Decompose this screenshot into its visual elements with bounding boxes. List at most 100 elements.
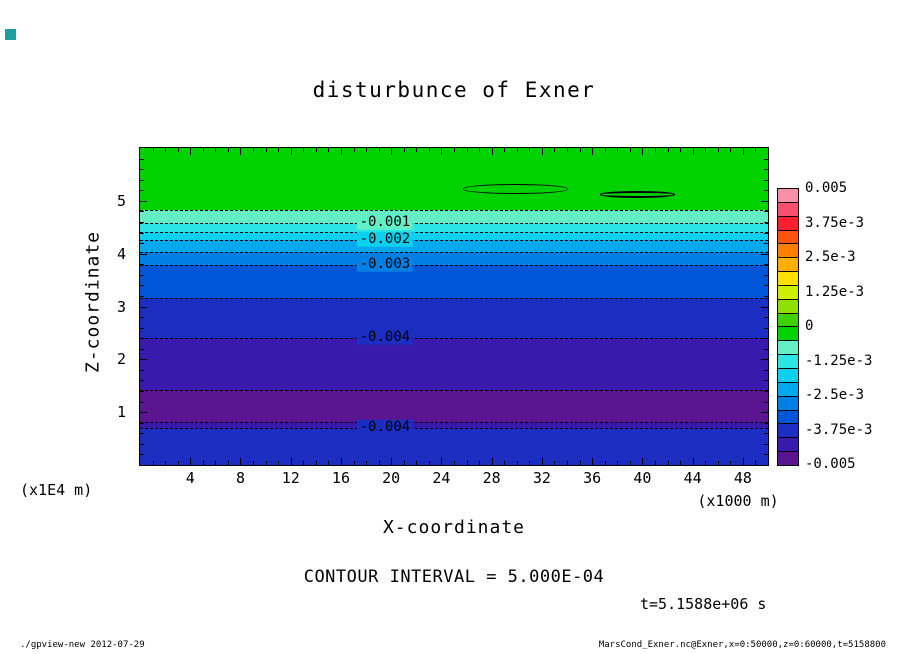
- colorbar-tick-label: 0.005: [805, 180, 848, 196]
- colorbar-tick-label: -0.005: [805, 456, 856, 472]
- contour-fill-band: [140, 298, 768, 339]
- colorbar-cell: [778, 272, 798, 286]
- contour-line: [140, 252, 768, 254]
- x-tick-mark: [692, 148, 694, 155]
- y-minor-tick: [140, 285, 144, 287]
- contour-interval-label: CONTOUR INTERVAL = 5.000E-04: [303, 567, 605, 587]
- colorbar-cell: [778, 216, 798, 231]
- x-minor-tick: [215, 148, 217, 152]
- x-tick-mark: [642, 148, 644, 155]
- x-minor-tick: [403, 461, 405, 465]
- contour-label: -0.001: [356, 214, 414, 230]
- y-axis-unit: (x1E4 m): [20, 481, 93, 499]
- x-minor-tick: [328, 148, 330, 152]
- x-minor-tick: [680, 461, 682, 465]
- x-minor-tick: [366, 461, 368, 465]
- colorbar-tick-label: 3.75e-3: [805, 214, 865, 231]
- y-minor-tick: [764, 380, 768, 382]
- y-minor-tick: [764, 169, 768, 171]
- y-tick-label: 3: [116, 297, 126, 316]
- y-minor-tick: [140, 190, 144, 192]
- x-axis-unit: (x1000 m): [697, 492, 779, 510]
- contour-line: [140, 209, 768, 211]
- x-tick-mark: [240, 458, 242, 465]
- x-minor-tick: [416, 148, 418, 152]
- x-tick-mark: [240, 148, 242, 155]
- plot-frame: -0.001 -0.002 -0.003 -0.004 -0.004: [139, 147, 769, 466]
- x-tick-mark: [391, 458, 393, 465]
- colorbar-cell: [778, 355, 798, 369]
- x-minor-tick: [579, 148, 581, 152]
- x-tick-label: 12: [281, 469, 300, 487]
- x-minor-tick: [315, 461, 317, 465]
- y-minor-tick: [140, 158, 144, 160]
- x-minor-tick: [353, 461, 355, 465]
- contour-line: [140, 264, 768, 266]
- x-minor-tick: [215, 461, 217, 465]
- x-minor-tick: [454, 148, 455, 152]
- y-minor-tick: [764, 338, 768, 340]
- y-minor-tick: [140, 211, 144, 213]
- y-minor-tick: [140, 454, 144, 456]
- closed-contour: [462, 184, 569, 194]
- x-minor-tick: [730, 461, 732, 465]
- x-tick-label: 20: [382, 469, 401, 487]
- x-minor-tick: [315, 148, 317, 152]
- contour-line: [140, 232, 768, 233]
- colorbar-cell: [778, 452, 798, 465]
- y-minor-tick: [764, 285, 768, 287]
- y-minor-tick: [764, 274, 768, 276]
- x-tick-mark: [692, 458, 694, 465]
- x-minor-tick: [253, 148, 255, 152]
- x-tick-label: 24: [432, 469, 451, 487]
- x-minor-tick: [604, 148, 606, 152]
- colorbar-cell: [778, 285, 798, 300]
- x-tick-label: 8: [235, 469, 245, 487]
- x-minor-tick: [479, 461, 481, 465]
- y-minor-tick: [140, 295, 144, 297]
- y-tick-label: 1: [116, 403, 126, 422]
- colorbar-cell: [778, 341, 798, 356]
- y-minor-tick: [764, 295, 768, 297]
- y-minor-tick: [764, 422, 768, 424]
- x-tick-mark: [190, 458, 192, 465]
- x-minor-tick: [177, 461, 179, 465]
- y-minor-tick: [140, 401, 144, 403]
- y-minor-tick: [764, 391, 768, 393]
- y-minor-tick: [764, 348, 768, 350]
- contour-line: [140, 428, 768, 430]
- x-tick-mark: [742, 148, 744, 155]
- x-minor-tick: [755, 148, 757, 152]
- x-tick-label: 48: [733, 469, 752, 487]
- contour-fill-band: [140, 148, 768, 210]
- x-tick-mark: [340, 148, 342, 155]
- colorbar-tick-label: 2.5e-3: [805, 249, 856, 265]
- x-tick-mark: [491, 148, 493, 155]
- y-minor-tick: [764, 443, 768, 445]
- contour-fill-band: [140, 389, 768, 422]
- y-minor-tick: [140, 179, 144, 181]
- x-tick-mark: [441, 148, 443, 155]
- colorbar-cell: [778, 327, 798, 342]
- y-tick-mark: [761, 306, 768, 308]
- x-minor-tick: [366, 148, 368, 152]
- contour-fill-band: [140, 239, 768, 253]
- x-minor-tick: [717, 461, 719, 465]
- x-minor-tick: [680, 148, 682, 152]
- x-tick-mark: [541, 148, 543, 155]
- y-minor-tick: [140, 317, 144, 319]
- colorbar-cell: [778, 230, 798, 245]
- y-minor-tick: [140, 327, 144, 329]
- x-minor-tick: [629, 148, 631, 152]
- y-minor-tick: [140, 369, 144, 371]
- y-minor-tick: [764, 158, 768, 160]
- x-tick-mark: [642, 458, 644, 465]
- y-tick-mark: [140, 412, 147, 414]
- contour-fill-band: [140, 232, 768, 240]
- x-minor-tick: [353, 148, 355, 152]
- colorbar-cell: [778, 299, 798, 314]
- x-minor-tick: [717, 148, 719, 152]
- y-minor-tick: [764, 211, 768, 213]
- x-tick-mark: [340, 458, 342, 465]
